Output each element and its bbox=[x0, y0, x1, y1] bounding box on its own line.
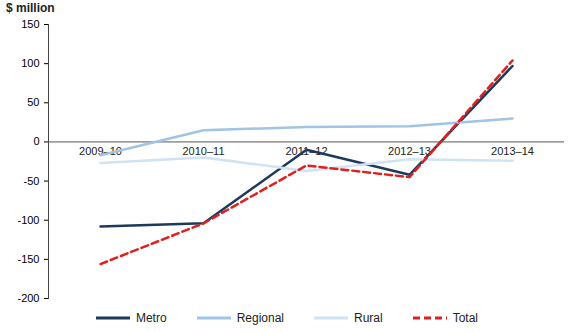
svg-text:0: 0 bbox=[33, 135, 39, 147]
html-text:Rural: Rural bbox=[354, 311, 383, 325]
svg-text:2013–14: 2013–14 bbox=[491, 145, 534, 157]
svg-text:-150: -150 bbox=[17, 253, 39, 265]
html-text:Total: Total bbox=[452, 311, 478, 325]
html-text:Metro: Metro bbox=[135, 311, 167, 325]
html-text:$ million: $ million bbox=[6, 1, 55, 15]
svg-text:2011–12: 2011–12 bbox=[285, 145, 327, 157]
svg-text:2012–13: 2012–13 bbox=[388, 145, 431, 157]
svg-text:-50: -50 bbox=[24, 175, 40, 187]
html-text:Regional: Regional bbox=[236, 311, 284, 325]
svg-text:150: 150 bbox=[21, 18, 39, 30]
svg-text:2010–11: 2010–11 bbox=[182, 145, 224, 157]
svg-text:-200: -200 bbox=[17, 292, 39, 304]
svg-text:2009–10: 2009–10 bbox=[79, 145, 122, 158]
svg-text:50: 50 bbox=[27, 96, 39, 108]
svg-text:-100: -100 bbox=[17, 214, 39, 226]
svg-text:100: 100 bbox=[21, 57, 39, 69]
